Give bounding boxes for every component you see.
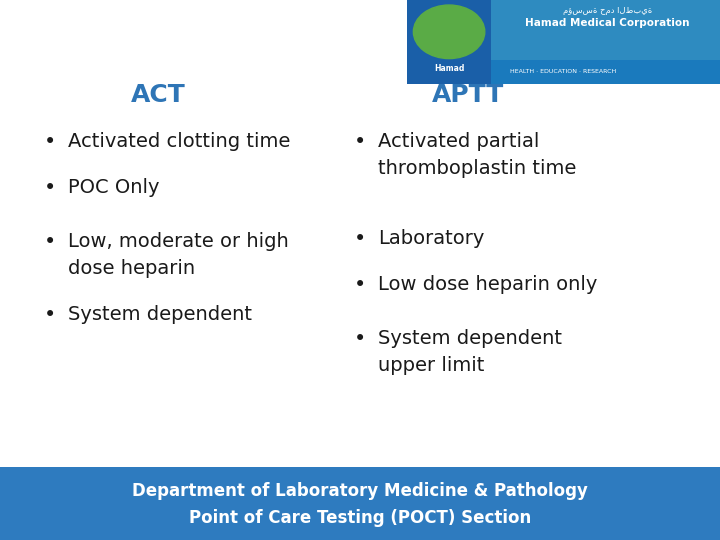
Text: ACT: ACT bbox=[131, 83, 186, 106]
Bar bbox=[407, 0, 491, 84]
Text: •: • bbox=[354, 132, 366, 152]
Circle shape bbox=[413, 5, 485, 59]
Text: Laboratory: Laboratory bbox=[378, 230, 485, 248]
Text: HEALTH · EDUCATION · RESEARCH: HEALTH · EDUCATION · RESEARCH bbox=[510, 70, 616, 75]
Text: System dependent
upper limit: System dependent upper limit bbox=[378, 329, 562, 375]
Text: •: • bbox=[44, 232, 57, 252]
Text: •: • bbox=[354, 275, 366, 295]
Text: مؤسسة حمد الطبية: مؤسسة حمد الطبية bbox=[562, 6, 652, 15]
Text: Hamad: Hamad bbox=[434, 64, 464, 73]
Text: APTT: APTT bbox=[432, 83, 504, 106]
Bar bbox=[491, 0, 720, 84]
Bar bbox=[0, 467, 720, 540]
Text: •: • bbox=[44, 178, 57, 198]
Text: POC Only: POC Only bbox=[68, 178, 160, 197]
Text: Point of Care Testing (POCT) Section: Point of Care Testing (POCT) Section bbox=[189, 509, 531, 527]
Text: •: • bbox=[354, 230, 366, 249]
Text: Low dose heparin only: Low dose heparin only bbox=[378, 275, 598, 294]
Text: •: • bbox=[44, 132, 57, 152]
Text: System dependent: System dependent bbox=[68, 305, 253, 324]
Text: •: • bbox=[44, 305, 57, 325]
Text: Department of Laboratory Medicine & Pathology: Department of Laboratory Medicine & Path… bbox=[132, 482, 588, 500]
Bar bbox=[491, 60, 720, 84]
Text: Activated clotting time: Activated clotting time bbox=[68, 132, 291, 151]
Text: Activated partial
thromboplastin time: Activated partial thromboplastin time bbox=[378, 132, 577, 178]
Text: •: • bbox=[354, 329, 366, 349]
Text: Hamad Medical Corporation: Hamad Medical Corporation bbox=[525, 18, 690, 29]
Text: Low, moderate or high
dose heparin: Low, moderate or high dose heparin bbox=[68, 232, 289, 278]
